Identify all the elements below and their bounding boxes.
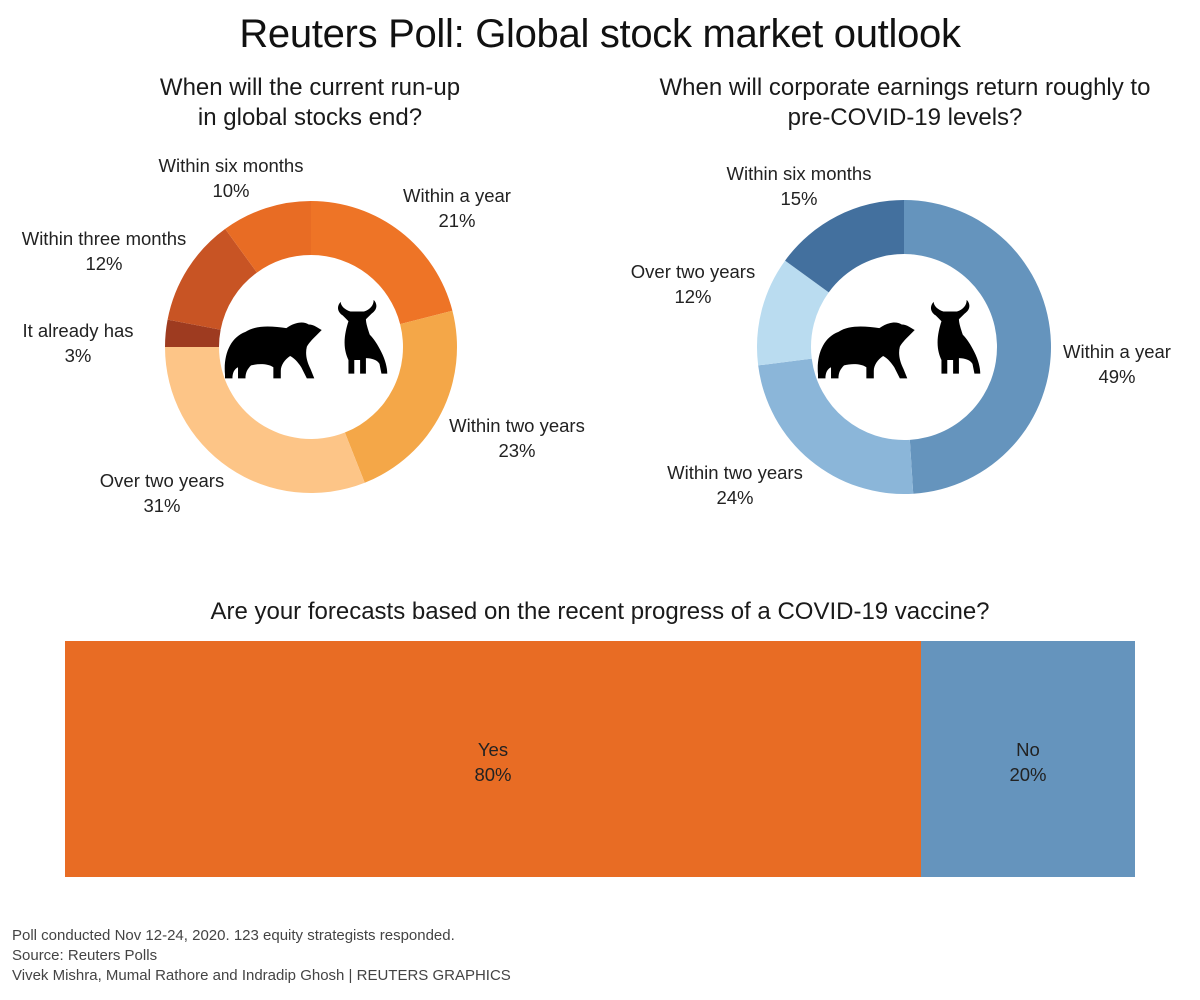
footer-credit: Vivek Mishra, Mumal Rathore and Indradip… bbox=[12, 967, 511, 984]
slice-label-within-a-year: Within a year bbox=[1063, 341, 1171, 362]
slice-label-within-two-years: Within two years bbox=[667, 462, 803, 483]
slice-label-within-three-months: Within three months bbox=[22, 228, 187, 249]
donut-2-title-line-2: pre-COVID-19 levels? bbox=[787, 104, 1023, 131]
donut-slice-it-already-has bbox=[165, 319, 221, 347]
slice-value-within-two-years: 24% bbox=[716, 487, 753, 508]
donut-chart-stock-runup: Within a year 21% Within two years 23% Over … bbox=[22, 155, 585, 516]
slice-label-within-two-years: Within two years bbox=[449, 415, 585, 436]
slice-value-within-three-months: 12% bbox=[85, 253, 122, 274]
slice-value-within-a-year: 49% bbox=[1098, 366, 1135, 387]
bull-icon bbox=[930, 299, 981, 374]
donut-slice-within-six-months bbox=[225, 201, 311, 273]
slice-value-within-six-months: 10% bbox=[212, 180, 249, 201]
slice-label-over-two-years: Over two years bbox=[100, 470, 224, 491]
donut-chart-earnings-recovery: Within a year 49% Within two years 24% Over … bbox=[631, 163, 1171, 508]
donut-slice-within-a-year bbox=[904, 200, 1051, 494]
donut-1-title-line-2: in global stocks end? bbox=[197, 104, 423, 131]
slice-label-within-a-year: Within a year bbox=[403, 185, 511, 206]
bear-icon bbox=[817, 322, 915, 379]
slice-value-within-six-months: 15% bbox=[780, 188, 817, 209]
footer: Poll conducted Nov 12-24, 2020. 123 equi… bbox=[12, 926, 511, 986]
bar-value-no: 20% bbox=[1009, 764, 1046, 785]
bar-label-yes: Yes bbox=[478, 739, 508, 760]
donut-slice-within-three-months bbox=[167, 228, 257, 330]
bull-icon bbox=[337, 299, 388, 374]
bar-segment-yes bbox=[65, 641, 921, 877]
stacked-bar-vaccine: Yes 80% No 20% bbox=[65, 641, 1135, 877]
slice-label-within-six-months: Within six months bbox=[727, 163, 872, 184]
donut-2-title-line-1: When will corporate earnings return roug… bbox=[659, 74, 1151, 101]
slice-value-within-two-years: 23% bbox=[498, 440, 535, 461]
donut-1-title-line-1: When will the current run-up bbox=[159, 74, 461, 101]
donut-slice-within-two-years bbox=[344, 310, 457, 483]
bear-icon bbox=[224, 322, 322, 379]
slice-value-over-two-years: 12% bbox=[674, 286, 711, 307]
bar-label-no: No bbox=[1016, 739, 1040, 760]
bar-chart-title: Are your forecasts based on the recent p… bbox=[210, 598, 990, 625]
donut-slice-within-a-year bbox=[311, 201, 453, 325]
bar-segment-no bbox=[921, 641, 1135, 877]
slice-label-within-six-months: Within six months bbox=[159, 155, 304, 176]
slice-label-over-two-years: Over two years bbox=[631, 261, 755, 282]
slice-value-over-two-years: 31% bbox=[143, 495, 180, 516]
slice-value-it-already-has: 3% bbox=[65, 345, 92, 366]
donut-slice-over-two-years bbox=[757, 260, 829, 366]
donut-2-title: When will corporate earnings return roug… bbox=[620, 73, 1190, 133]
bar-value-yes: 80% bbox=[474, 764, 511, 785]
donut-1-title: When will the current run-up in global s… bbox=[110, 73, 510, 133]
slice-label-it-already-has: It already has bbox=[22, 320, 133, 341]
chart-title: Reuters Poll: Global stock market outloo… bbox=[239, 12, 961, 56]
slice-value-within-a-year: 21% bbox=[438, 210, 475, 231]
donut-slice-within-six-months bbox=[785, 200, 904, 293]
donut-slice-over-two-years bbox=[165, 347, 365, 493]
footer-note: Poll conducted Nov 12-24, 2020. 123 equi… bbox=[12, 927, 455, 944]
donut-slice-within-two-years bbox=[758, 358, 914, 495]
footer-source: Source: Reuters Polls bbox=[12, 947, 158, 964]
